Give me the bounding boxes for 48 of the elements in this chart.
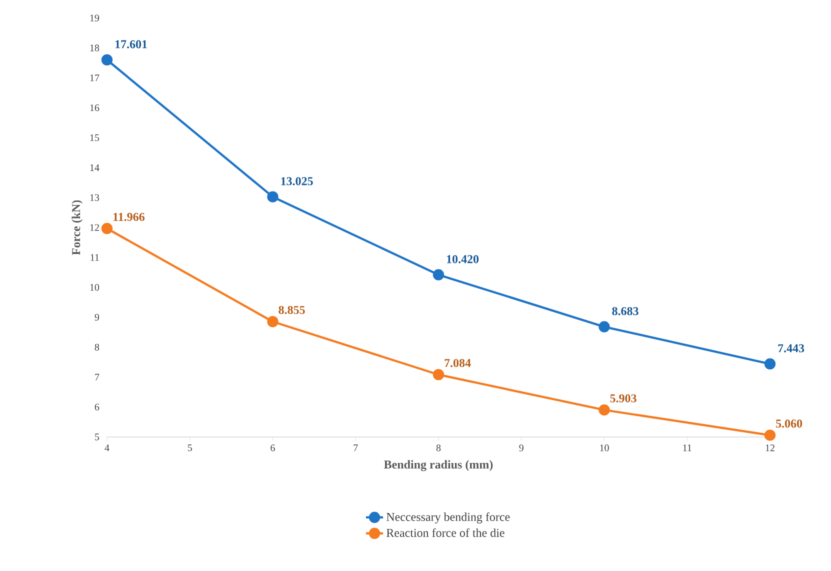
y-tick-label: 17	[90, 74, 100, 82]
y-tick-label: 8	[94, 344, 100, 351]
x-tick-label: 12	[766, 444, 774, 452]
point	[101, 222, 113, 234]
x-tick-label: 5	[188, 444, 192, 452]
y-tick-label: 11	[90, 254, 99, 261]
data-label: 5.060	[776, 420, 802, 428]
data-label: 8.683	[612, 307, 638, 316]
point	[432, 269, 444, 280]
data-label: 5.903	[610, 394, 636, 402]
point	[764, 430, 776, 441]
x-tick-label: 6	[270, 444, 275, 452]
y-axis-title: Force (kN)	[72, 200, 83, 256]
y-tick-label: 12	[90, 224, 99, 231]
point	[598, 321, 610, 332]
data-label: 11.966	[113, 212, 145, 221]
data-label: 13.025	[281, 177, 313, 186]
y-tick-label: 14	[90, 164, 100, 171]
x-tick-label: 4	[104, 444, 110, 452]
x-tick-label: 10	[600, 444, 609, 452]
point	[598, 404, 610, 416]
y-tick-label: 19	[90, 14, 100, 22]
y-tick-label: 16	[90, 104, 100, 112]
legend-label: Reaction force of the die	[386, 528, 504, 537]
y-tick-label: 6	[94, 404, 100, 410]
x-axis-title: Bending radius (mm)	[384, 460, 493, 472]
point	[101, 54, 113, 66]
x-tick-label: 11	[683, 444, 692, 452]
data-label: 10.420	[446, 255, 479, 264]
x-tick-label: 9	[519, 444, 524, 452]
data-label: 7.443	[778, 344, 804, 352]
point	[432, 369, 444, 380]
y-tick-label: 5	[95, 434, 100, 440]
data-label: 17.601	[115, 40, 147, 48]
point	[764, 358, 776, 370]
y-tick-label: 13	[90, 194, 100, 201]
y-tick-label: 15	[90, 134, 100, 142]
y-tick-label: 18	[90, 44, 100, 52]
point	[267, 191, 278, 202]
point	[267, 316, 278, 328]
y-tick-label: 9	[94, 314, 100, 321]
y-tick-label: 7	[95, 374, 100, 380]
data-label: 8.855	[278, 306, 305, 314]
x-tick-label: 7	[354, 444, 358, 452]
data-label: 7.084	[444, 358, 471, 368]
x-tick-label: 8	[436, 444, 441, 452]
y-tick-label: 10	[90, 284, 100, 291]
legend-label: Neccessary bending force	[386, 512, 510, 524]
